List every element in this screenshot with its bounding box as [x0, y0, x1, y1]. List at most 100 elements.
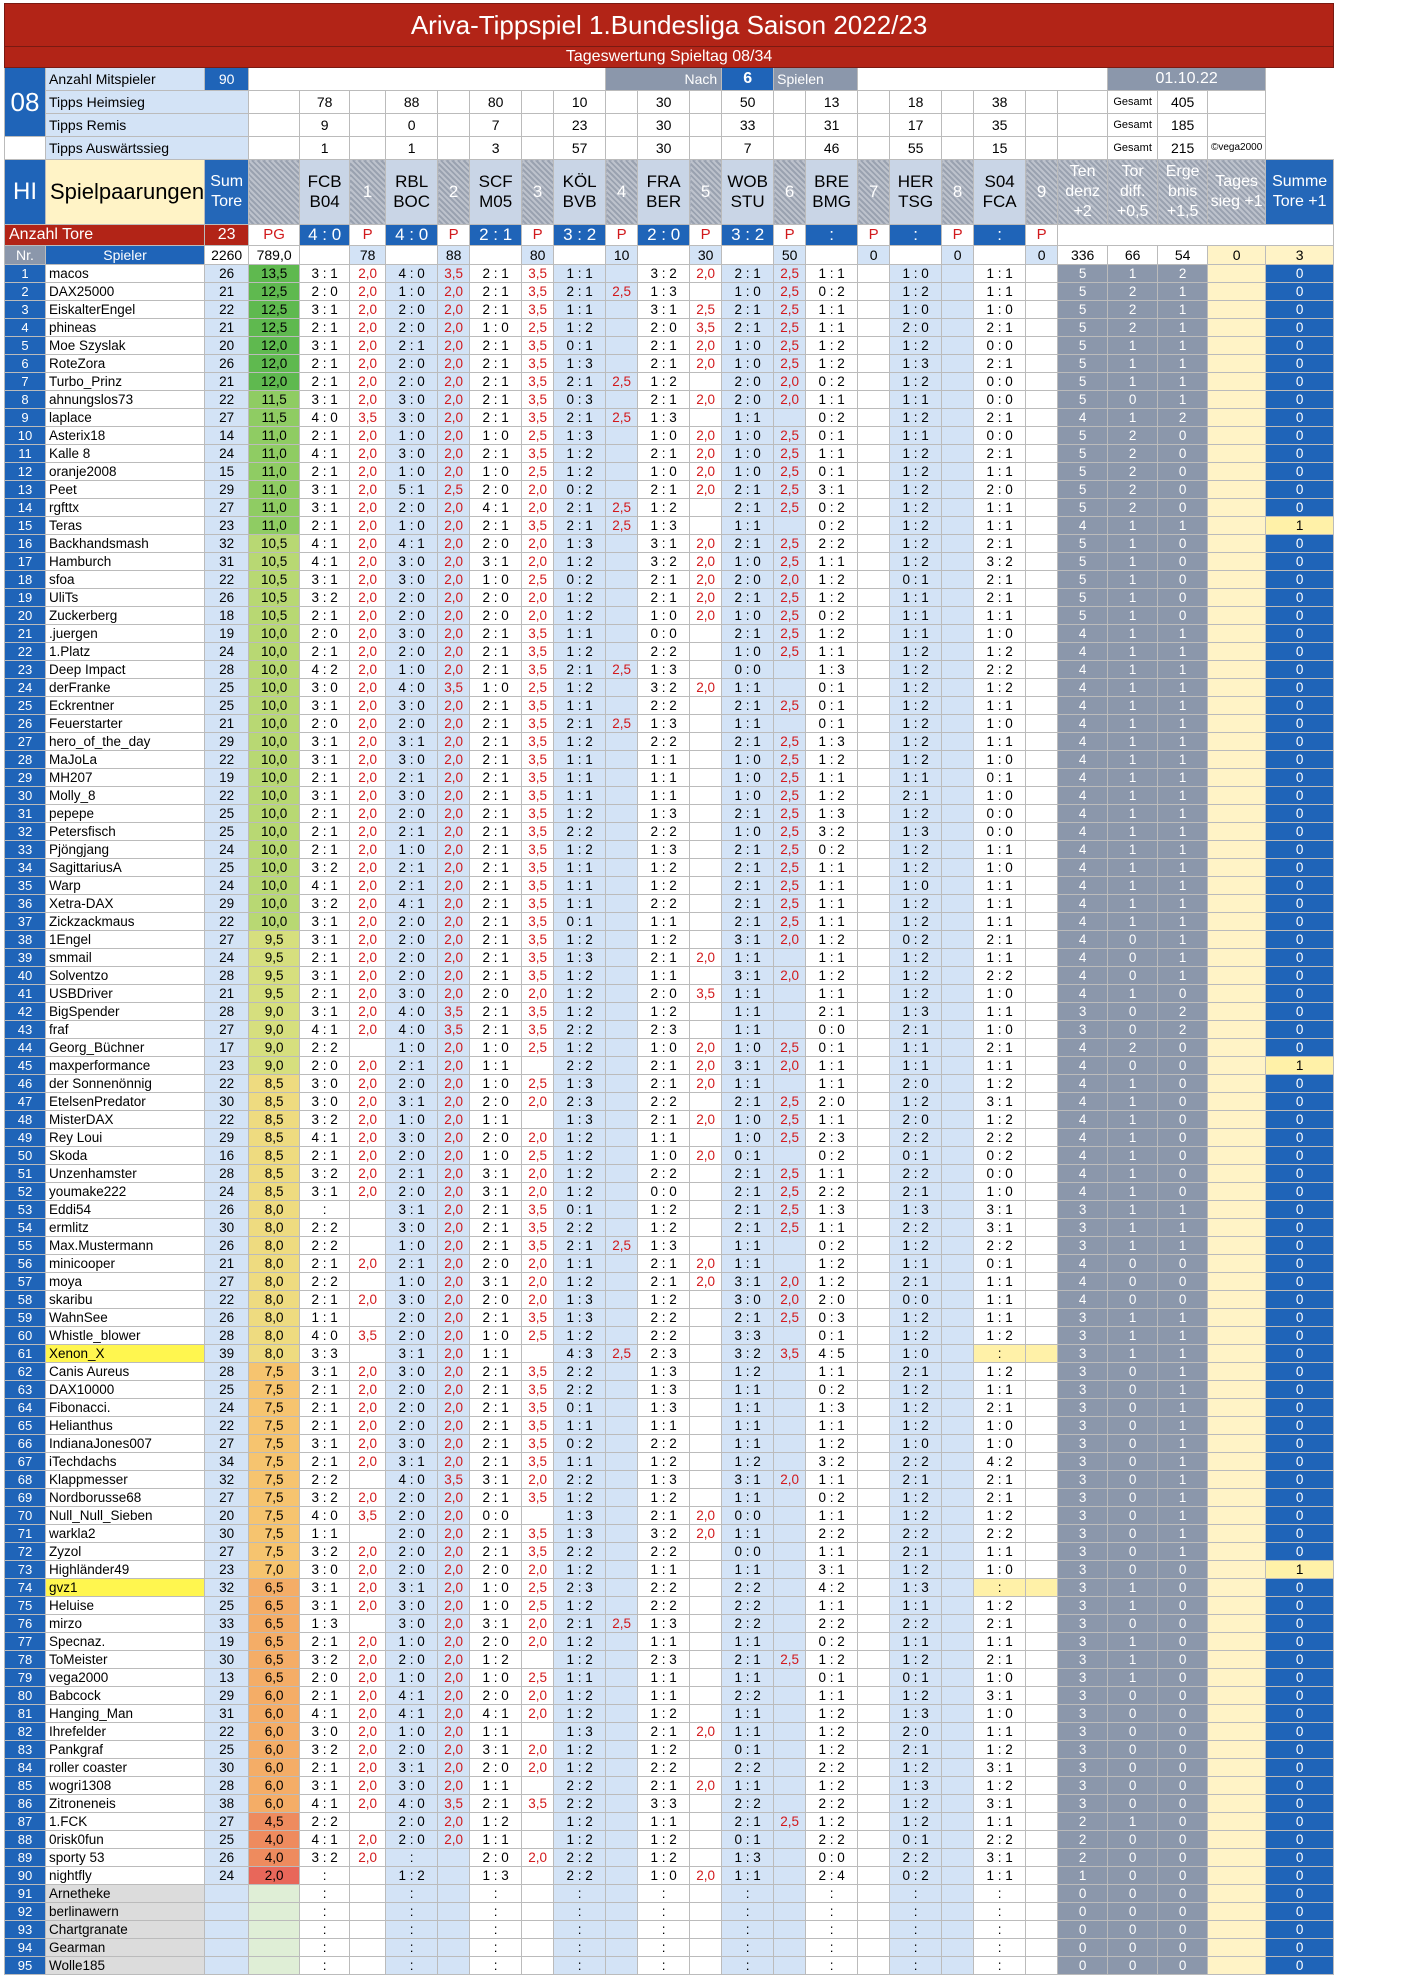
tip-points: 2,0 — [349, 1074, 387, 1093]
player-name: berlinawern — [44, 1902, 206, 1921]
tip: 3 : 2 — [299, 1542, 351, 1561]
tip-points — [857, 1326, 891, 1345]
tip: 1 : 1 — [637, 1416, 691, 1435]
tip: : — [973, 1938, 1027, 1957]
tip-points — [941, 1146, 975, 1165]
tendenz-count: 3 — [1057, 1002, 1109, 1021]
player-points — [248, 1938, 301, 1957]
tip: 1 : 1 — [721, 1866, 775, 1885]
tip: 3 : 1 — [299, 480, 351, 499]
tip: 4 : 1 — [385, 534, 439, 553]
tip-points — [857, 516, 891, 535]
player-sum-tore: 21 — [204, 372, 250, 391]
tip: 2 : 3 — [553, 1578, 607, 1597]
tip: 2 : 2 — [553, 1776, 607, 1795]
tip: 0 : 1 — [805, 1668, 859, 1687]
summe-tore-bonus: 0 — [1265, 1488, 1335, 1507]
tip-points — [689, 1416, 723, 1435]
tip: 1 : 0 — [469, 318, 523, 337]
tordiff-count: 0 — [1107, 1416, 1159, 1435]
tip-points — [857, 1200, 891, 1219]
tip: 0 : 1 — [553, 336, 607, 355]
tip-points: 2,0 — [521, 1128, 555, 1147]
row-rank: 27 — [4, 732, 46, 751]
tip-points — [1025, 1830, 1059, 1849]
summe-tore-bonus: 0 — [1265, 480, 1335, 499]
ergebnis-count: 1 — [1157, 1200, 1209, 1219]
player-sum-tore: 22 — [204, 1416, 250, 1435]
tip: 2 : 1 — [469, 390, 523, 409]
tip-points: 3,5 — [521, 948, 555, 967]
ergebnis-count: 0 — [1157, 1254, 1209, 1273]
summe-tore-bonus: 0 — [1265, 1164, 1335, 1183]
tip-points: 2,5 — [773, 1164, 807, 1183]
tip-points: 3,5 — [521, 1488, 555, 1507]
tip-points: 2,0 — [349, 588, 387, 607]
tip-points — [941, 354, 975, 373]
tip: 1 : 2 — [889, 408, 943, 427]
tip: 1 : 1 — [805, 1164, 859, 1183]
player-name: MisterDAX — [44, 1110, 206, 1129]
tip-points — [857, 1830, 891, 1849]
tip-points — [857, 552, 891, 571]
tip: 2 : 1 — [889, 786, 943, 805]
tip: 1 : 3 — [553, 1524, 607, 1543]
tip: 2 : 0 — [385, 1074, 439, 1093]
tagessieg — [1207, 1704, 1267, 1723]
tip-points: 2,0 — [521, 1758, 555, 1777]
tip-points: 2,5 — [521, 426, 555, 445]
tip-points: 2,5 — [773, 552, 807, 571]
ergebnis-count: 0 — [1157, 1290, 1209, 1309]
tip: 2 : 2 — [553, 1380, 607, 1399]
ergebnis-count: 1 — [1157, 354, 1209, 373]
tordiff-count: 0 — [1107, 1560, 1159, 1579]
ergebnis-count: 0 — [1157, 1110, 1209, 1129]
tip: 2 : 1 — [299, 1758, 351, 1777]
tip-points: 2,0 — [437, 1290, 471, 1309]
tip-points: 2,5 — [773, 732, 807, 751]
tip-points — [689, 1164, 723, 1183]
tip: 3 : 1 — [721, 1056, 775, 1075]
blank — [299, 245, 351, 265]
tagessieg — [1207, 696, 1267, 715]
tip: 2 : 1 — [637, 390, 691, 409]
tip: : — [721, 1884, 775, 1903]
tip: 2 : 1 — [973, 1614, 1027, 1633]
tip: 1 : 2 — [721, 1452, 775, 1471]
tip: 1 : 1 — [973, 1542, 1027, 1561]
summe-tore-bonus: 0 — [1265, 1848, 1335, 1867]
player-name: mirzo — [44, 1614, 206, 1633]
tip-points — [941, 1524, 975, 1543]
ergebnis-count: 1 — [1157, 336, 1209, 355]
tip-points — [941, 552, 975, 571]
tip-points — [1025, 1848, 1059, 1867]
table-row: 39 smmail 24 9,5 2 : 1 2,0 2 : 0 2,0 2 : 1 3,5 1 :… — [4, 948, 1335, 967]
summe-tore-bonus: 0 — [1265, 1128, 1335, 1147]
tagessieg — [1207, 1056, 1267, 1075]
tip: 0 : 0 — [721, 660, 775, 679]
tip: 2 : 1 — [889, 1362, 943, 1381]
tip-points — [941, 1164, 975, 1183]
tendenz-count: 3 — [1057, 1452, 1109, 1471]
tagessieg — [1207, 1506, 1267, 1525]
tip-points — [689, 1452, 723, 1471]
tip-points: 2,0 — [349, 390, 387, 409]
tip-points — [857, 264, 891, 283]
tip-points — [689, 1956, 723, 1975]
tip: 1 : 3 — [553, 948, 607, 967]
tip-points — [857, 282, 891, 301]
player-name: oranje2008 — [44, 462, 206, 481]
ergebnis-count: 1 — [1157, 1488, 1209, 1507]
tagessieg — [1207, 1470, 1267, 1489]
tip-points — [605, 1254, 639, 1273]
player-sum-tore: 17 — [204, 1038, 250, 1057]
player-points: 7,5 — [248, 1434, 301, 1453]
tip-points: 2,0 — [349, 1110, 387, 1129]
tordiff-count: 1 — [1107, 912, 1159, 931]
tip-points — [689, 408, 723, 427]
tip: 4 : 2 — [973, 1452, 1027, 1471]
tip: 1 : 2 — [805, 588, 859, 607]
tip: 1 : 2 — [889, 1326, 943, 1345]
tip: 2 : 0 — [385, 930, 439, 949]
